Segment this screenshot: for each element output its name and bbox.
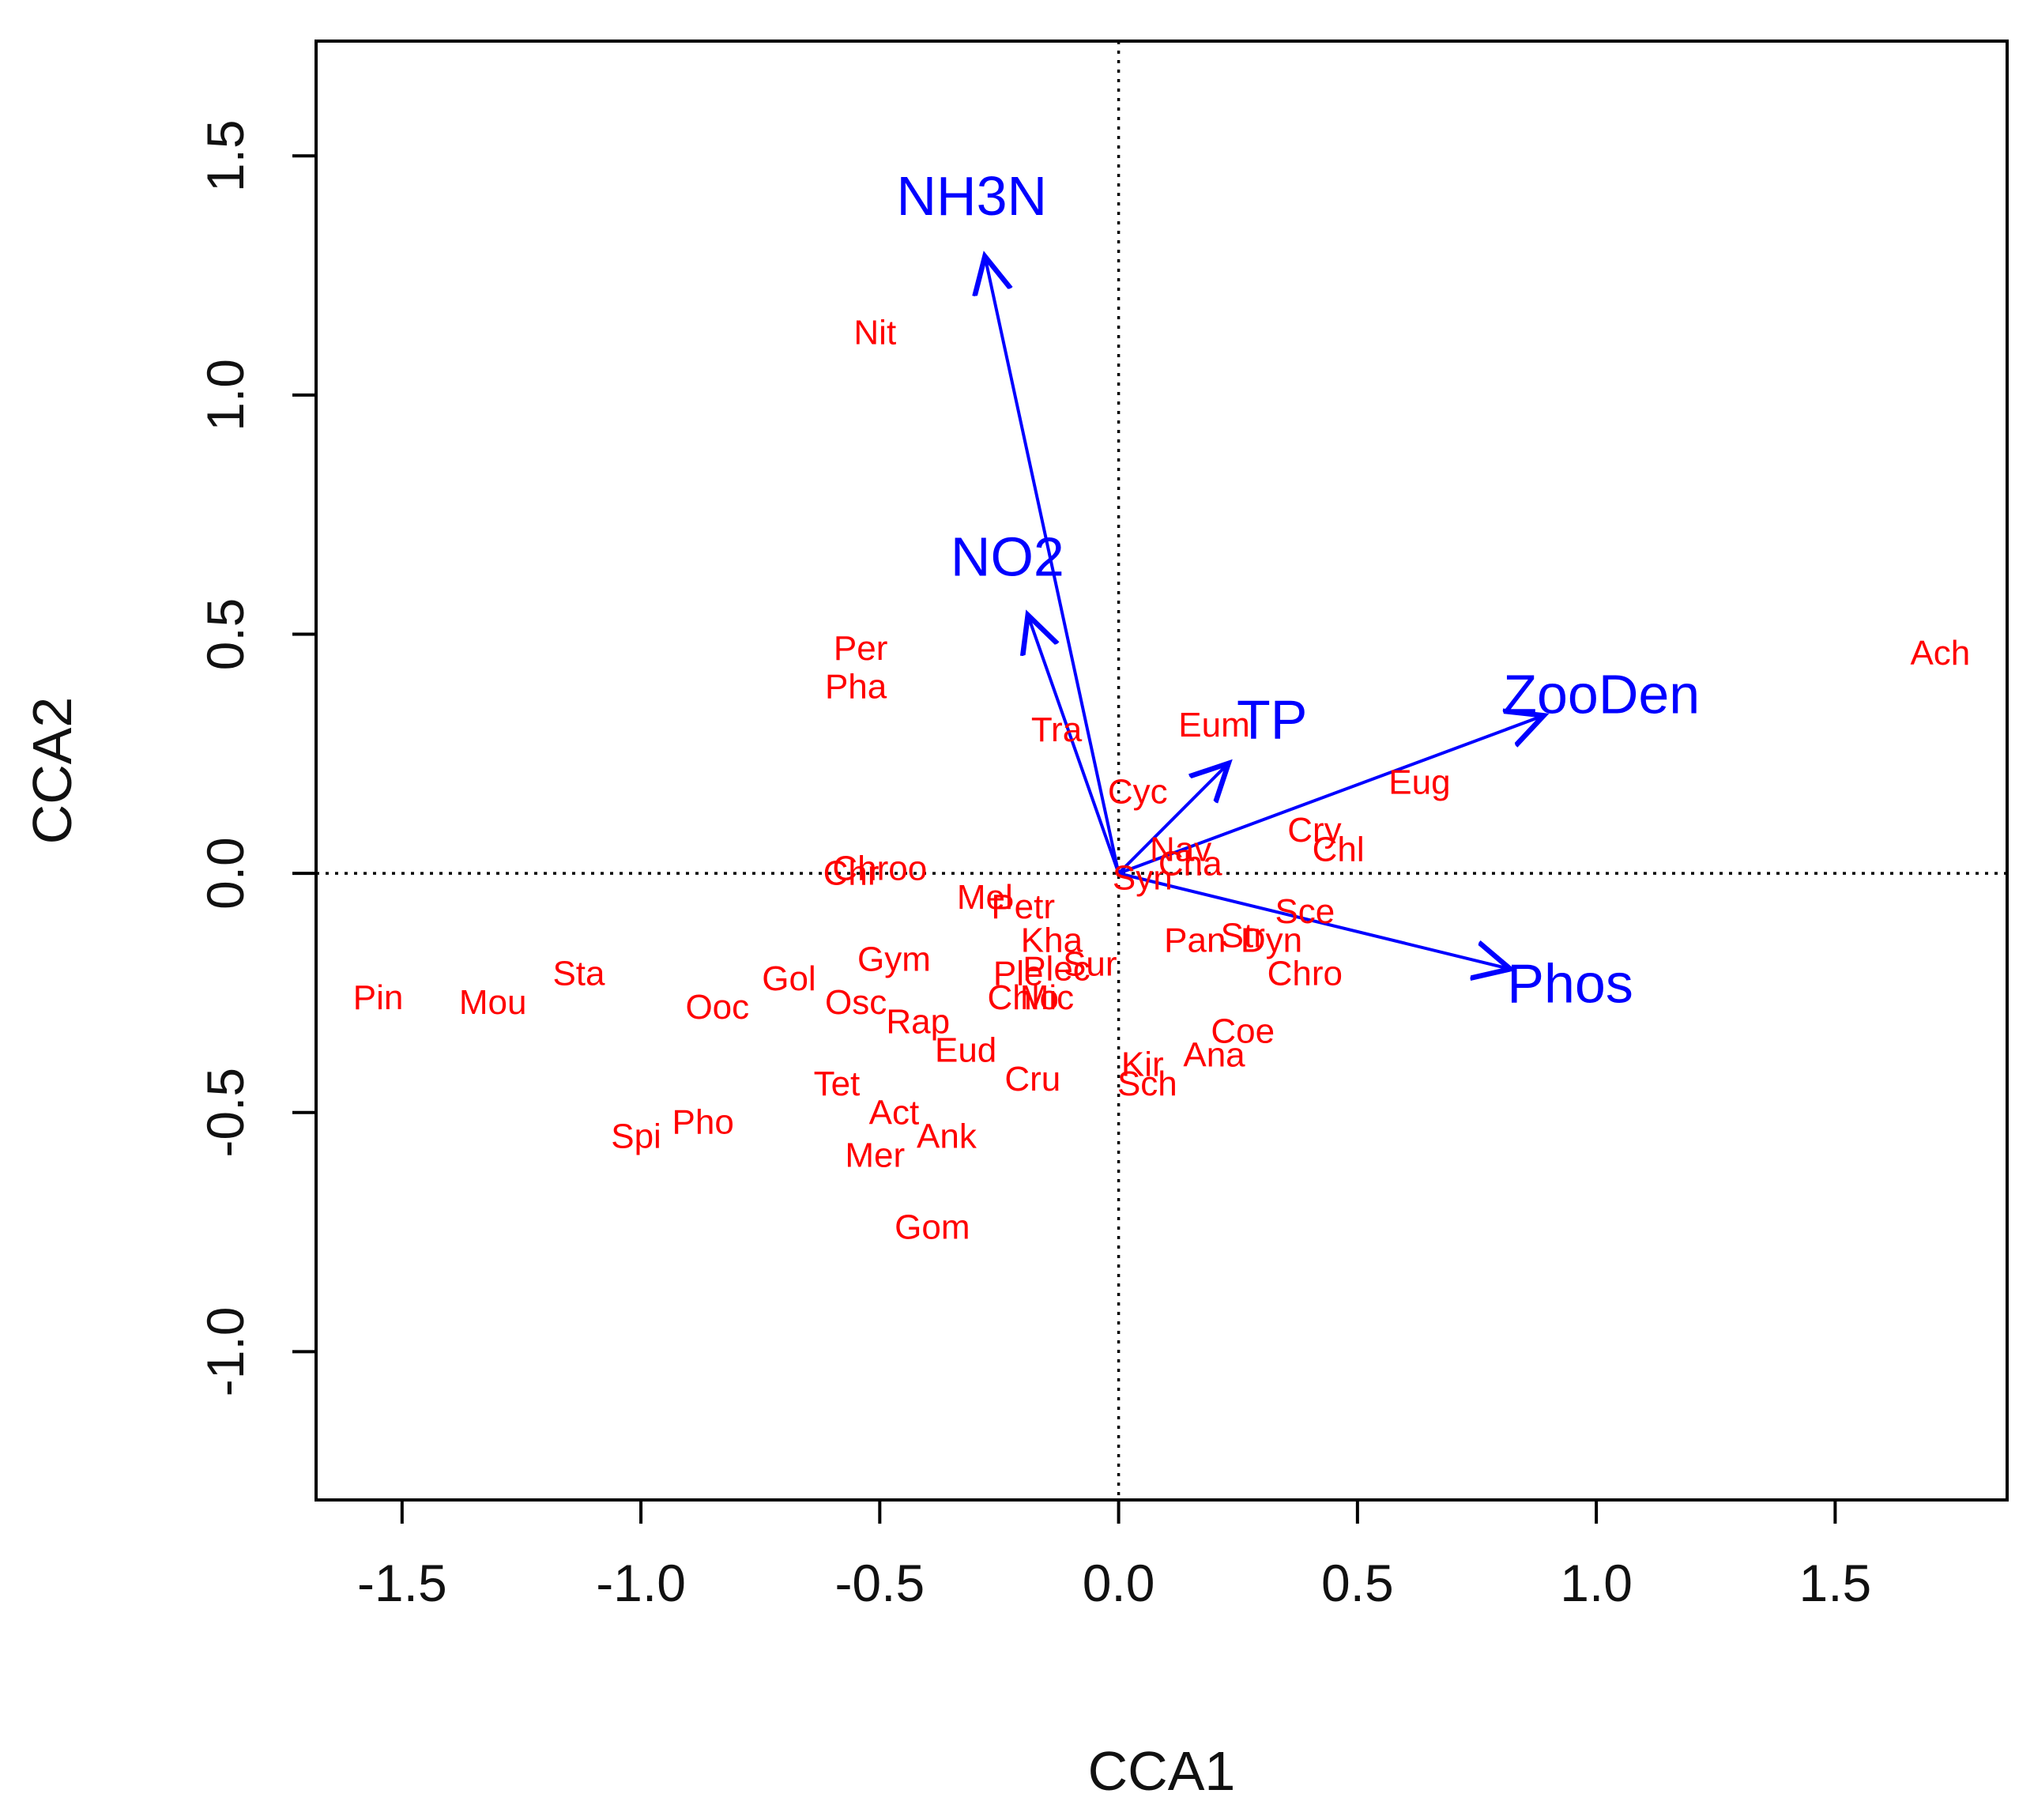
species-label: Eum bbox=[1178, 706, 1249, 744]
species-label: Tra bbox=[1031, 710, 1083, 749]
species-label: Act bbox=[869, 1093, 920, 1132]
vector-label: TP bbox=[1237, 689, 1307, 751]
species-label: Mer bbox=[845, 1136, 905, 1175]
plot-frame bbox=[315, 40, 2009, 1502]
vector-arrow bbox=[1118, 872, 1511, 969]
species-label: Eug bbox=[1388, 763, 1450, 802]
y-tick-label: 0.5 bbox=[196, 598, 254, 671]
x-tick-label: -1.0 bbox=[596, 1554, 686, 1612]
vector-arrow bbox=[1028, 615, 1121, 874]
species-label: Ana bbox=[1183, 1036, 1245, 1075]
species-label: Cry bbox=[1287, 811, 1341, 850]
species-label: Dyn bbox=[1241, 921, 1302, 959]
x-tick-label: 0.0 bbox=[1083, 1554, 1155, 1612]
species-label: Plec bbox=[1023, 950, 1090, 989]
species-label: Mel bbox=[957, 878, 1013, 917]
vector-arrow bbox=[1117, 763, 1229, 875]
species-label: Gom bbox=[895, 1208, 970, 1247]
x-tick-label: 1.5 bbox=[1799, 1554, 1871, 1612]
species-label: Tet bbox=[814, 1064, 861, 1103]
species-label: Ooc bbox=[685, 988, 749, 1027]
y-tick-label: 0.0 bbox=[196, 837, 254, 910]
species-label: Per bbox=[834, 629, 887, 668]
vector-label: NO2 bbox=[951, 526, 1064, 588]
species-label: Kha bbox=[1021, 921, 1083, 959]
vector-arrow bbox=[1117, 715, 1544, 876]
species-label: Coe bbox=[1211, 1012, 1275, 1050]
species-label: Gym bbox=[857, 940, 931, 979]
species-label: Petr bbox=[991, 887, 1055, 926]
species-label: Chro bbox=[1267, 955, 1343, 993]
species-label: Syn bbox=[1113, 859, 1173, 898]
species-label: Chroo bbox=[832, 850, 927, 888]
species-label: Rap bbox=[886, 1002, 950, 1041]
species-label: Pho bbox=[672, 1102, 734, 1141]
species-label: Ach bbox=[1910, 634, 1970, 673]
species-label: Cha bbox=[1158, 845, 1222, 884]
species-label: Gol bbox=[762, 959, 815, 998]
environmental-vectors: NH3N NO2 TP ZooDen Phos bbox=[897, 165, 1701, 1015]
x-tick-label: 1.0 bbox=[1560, 1554, 1633, 1612]
y-tick-label: -0.5 bbox=[196, 1068, 254, 1158]
y-tick-label: -1.0 bbox=[196, 1307, 254, 1397]
species-label: Pha bbox=[825, 668, 887, 707]
species-label: Sur bbox=[1063, 945, 1117, 984]
species-label: Sta bbox=[552, 955, 605, 993]
species-label: Mic bbox=[1020, 978, 1074, 1017]
species-label: Str bbox=[1221, 916, 1265, 955]
species-label: Chlo bbox=[987, 978, 1059, 1017]
species-label: Mou bbox=[459, 983, 527, 1022]
x-tick-label: -0.5 bbox=[834, 1554, 925, 1612]
species-label: Osc bbox=[825, 983, 887, 1022]
y-tick-label: 1.0 bbox=[196, 359, 254, 431]
y-axis: -1.0 -0.5 0.0 0.5 1.0 1.5 bbox=[196, 119, 316, 1396]
species-label: Ank bbox=[917, 1117, 977, 1156]
x-tick-label: -1.5 bbox=[357, 1554, 447, 1612]
species-label: Pan bbox=[1164, 921, 1226, 959]
species-label: Sce bbox=[1275, 892, 1335, 931]
species-label: Eud bbox=[935, 1031, 996, 1070]
y-axis-title: CCA2 bbox=[21, 697, 83, 845]
species-label: Chl bbox=[1313, 830, 1365, 869]
species-label: Cru bbox=[1004, 1060, 1060, 1098]
reference-lines bbox=[316, 41, 2007, 1500]
species-label: Spi bbox=[611, 1117, 661, 1156]
y-tick-label: 1.5 bbox=[196, 119, 254, 192]
vector-label: Phos bbox=[1507, 953, 1633, 1015]
x-axis-title: CCA1 bbox=[1088, 1740, 1236, 1802]
species-label: Nit bbox=[853, 314, 896, 352]
species-label: Nav bbox=[1150, 830, 1211, 869]
species-label: Ple bbox=[993, 955, 1044, 993]
x-axis: -1.5 -1.0 -0.5 0.0 0.5 1.0 1.5 bbox=[357, 1500, 1871, 1612]
vector-label: NH3N bbox=[897, 165, 1048, 227]
species-label: Kir bbox=[1121, 1046, 1164, 1084]
species-label: Chr bbox=[823, 854, 880, 893]
x-tick-label: 0.5 bbox=[1321, 1554, 1394, 1612]
vector-label: ZooDen bbox=[1503, 663, 1700, 725]
vector-arrow bbox=[985, 256, 1121, 874]
species-label: Pin bbox=[353, 978, 404, 1017]
species-label: Sch bbox=[1117, 1064, 1177, 1103]
species-label: Cyc bbox=[1108, 773, 1168, 812]
